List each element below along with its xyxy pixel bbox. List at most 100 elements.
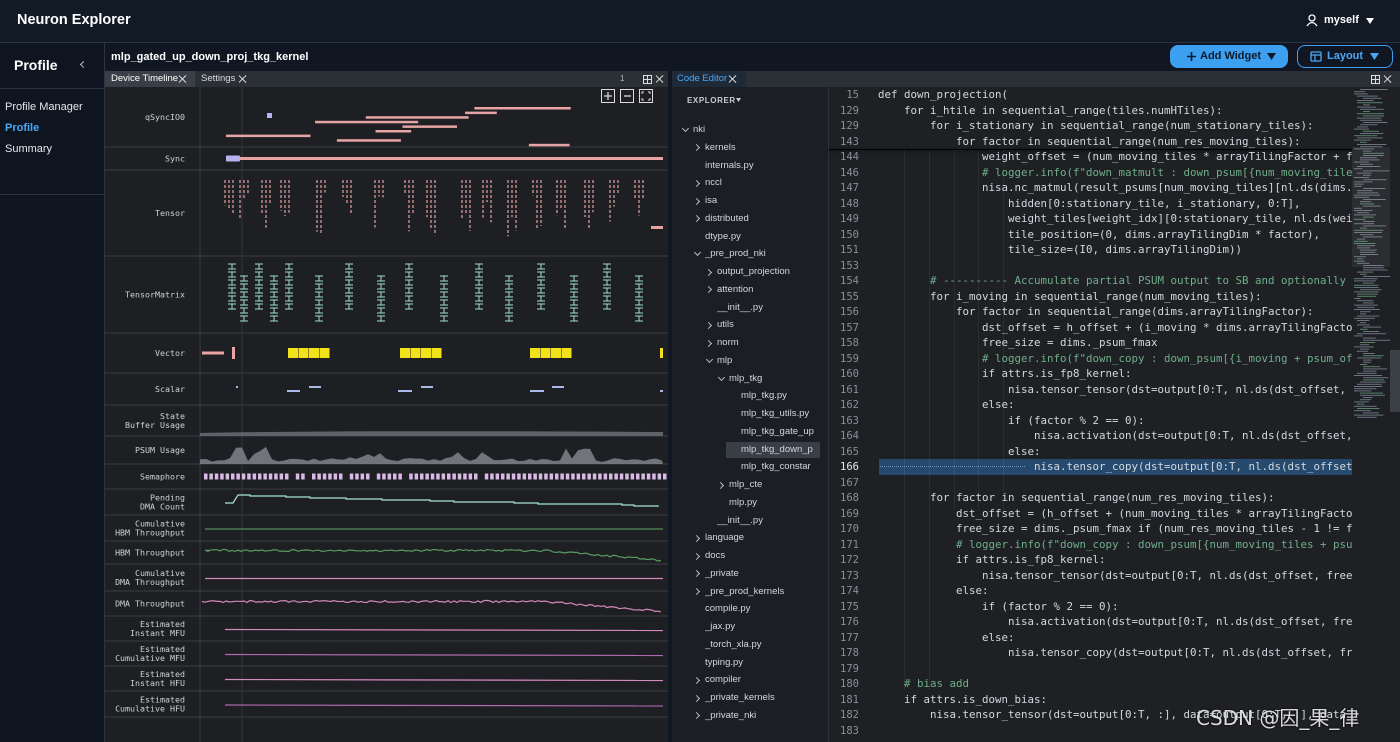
tree-item[interactable]: utils [717, 319, 734, 331]
minimap-line [1357, 320, 1370, 321]
close-icon[interactable] [239, 75, 247, 83]
tab-label[interactable]: Code Editor [677, 73, 728, 84]
minimap-line [1360, 227, 1367, 229]
tree-item[interactable]: mlp_tkg.py [741, 390, 787, 402]
tree-item[interactable]: nki [693, 124, 706, 135]
close-icon[interactable] [1384, 75, 1392, 83]
user-name[interactable]: myself [1324, 14, 1359, 26]
tree-item[interactable]: mlp_tkg_utils.py [741, 408, 810, 419]
minimap-line [1363, 339, 1390, 341]
minimap-line [1363, 97, 1382, 99]
tree-item[interactable]: attention [717, 283, 754, 295]
button-label[interactable]: Layout [1327, 50, 1364, 62]
active-tab[interactable] [105, 71, 195, 87]
tree-item[interactable]: distributed [705, 212, 749, 224]
layout-button[interactable] [1297, 45, 1393, 68]
tree-item[interactable]: mlp_tkg_down_p [741, 443, 813, 455]
tree-item[interactable]: __init__.py [717, 301, 763, 313]
tree-item[interactable]: _torch_xla.py [705, 638, 762, 650]
tree-item[interactable]: _private [705, 567, 739, 579]
tree-item[interactable]: typing.py [705, 656, 744, 668]
tree-item[interactable]: dtype.py [705, 230, 741, 242]
trace-op [570, 283, 578, 290]
sidebar-item[interactable]: Profile [5, 122, 40, 134]
trace-op [537, 271, 545, 278]
minimap[interactable] [1352, 87, 1390, 742]
tab-label[interactable]: Device Timeline [111, 73, 179, 84]
tree-item[interactable]: language [705, 532, 745, 544]
zoom-controls[interactable] [601, 89, 653, 104]
semaphore-tick [544, 473, 548, 480]
active-tab[interactable] [672, 71, 746, 87]
minimap-line [1363, 370, 1377, 372]
minimap-line [1360, 201, 1372, 203]
close-icon[interactable] [656, 75, 664, 83]
minimap-line [1363, 265, 1384, 266]
semaphore-tick [398, 473, 402, 480]
tab-count[interactable]: 1 [620, 74, 625, 83]
tree-item[interactable]: _private_nki [705, 709, 757, 721]
sidebar-item[interactable]: Profile Manager [5, 101, 83, 113]
trace-bar [421, 386, 433, 388]
semaphore-tick [279, 473, 284, 480]
tree-item[interactable]: nccl [705, 177, 722, 189]
sidebar-item[interactable]: Summary [5, 143, 53, 155]
trace-bar [660, 348, 663, 358]
tab-label[interactable]: Settings [201, 73, 236, 84]
tree-item[interactable]: _jax.py [705, 621, 736, 632]
user-icon[interactable] [1306, 14, 1318, 27]
trace-op [505, 291, 513, 298]
user-caret[interactable] [1365, 17, 1375, 25]
tree-item[interactable]: isa [705, 195, 718, 206]
tree-item[interactable]: docs [705, 550, 726, 561]
tree-item[interactable]: _pre_prod_kernels [705, 585, 785, 597]
tree-item[interactable]: mlp_tkg_gate_up [741, 425, 814, 437]
tree-item[interactable]: mlp.py [729, 496, 757, 508]
tree-item[interactable]: output_projection [717, 266, 790, 277]
semaphore-tick [652, 473, 656, 480]
minimap-line [1357, 324, 1370, 326]
semaphore-tick [420, 473, 424, 480]
tree-item[interactable]: norm [717, 337, 739, 348]
tree-item[interactable]: kernels [705, 141, 736, 153]
semaphore-tick [619, 473, 624, 480]
split-icon[interactable] [1371, 75, 1380, 84]
minimap-line [1357, 258, 1364, 260]
button-label[interactable]: Add Widget [1200, 50, 1261, 62]
minimap-line [1357, 333, 1387, 335]
code-line: nisa.tensor_copy(dst=output[0:T, nl.ds(d… [878, 460, 1352, 473]
trace-op [228, 295, 236, 302]
tree-item[interactable]: mlp_cte [729, 479, 763, 490]
trace-bar [287, 390, 300, 392]
add-widget-button[interactable] [1170, 45, 1288, 68]
tree-item[interactable]: compile.py [705, 603, 751, 615]
usage-area [200, 431, 663, 436]
code-line: # logger.info(f"down_matmult : down_psum… [878, 165, 1352, 179]
trace-bar [530, 390, 544, 392]
trace-bar [298, 348, 309, 358]
close-icon[interactable] [729, 75, 737, 83]
tree-item[interactable]: __init__.py [717, 514, 763, 526]
minimap-line [1354, 183, 1364, 185]
line-number: 175 [840, 600, 859, 613]
semaphore-tick [409, 473, 413, 480]
trace-bar [540, 348, 551, 358]
tree-item[interactable]: _pre_prod_nki [705, 248, 766, 260]
trace-op [228, 303, 236, 310]
close-icon[interactable] [179, 75, 187, 83]
minimap-line [1357, 190, 1373, 192]
trace-op [345, 263, 353, 270]
trace-op [255, 295, 263, 302]
semaphore-tick [576, 473, 581, 480]
scrollbar-thumb[interactable] [1390, 350, 1400, 412]
trace-op [603, 263, 611, 270]
tree-item[interactable]: mlp [717, 354, 733, 366]
tree-item[interactable]: internals.py [705, 159, 754, 171]
tree-item[interactable]: compiler [705, 674, 741, 686]
line-number: 172 [840, 554, 859, 566]
tree-item[interactable]: mlp_tkg [729, 372, 763, 384]
tree-item[interactable]: mlp_tkg_constar [741, 461, 811, 473]
split-icon[interactable] [643, 75, 652, 84]
splitter[interactable] [668, 71, 672, 742]
tree-item[interactable]: _private_kernels [705, 692, 775, 703]
